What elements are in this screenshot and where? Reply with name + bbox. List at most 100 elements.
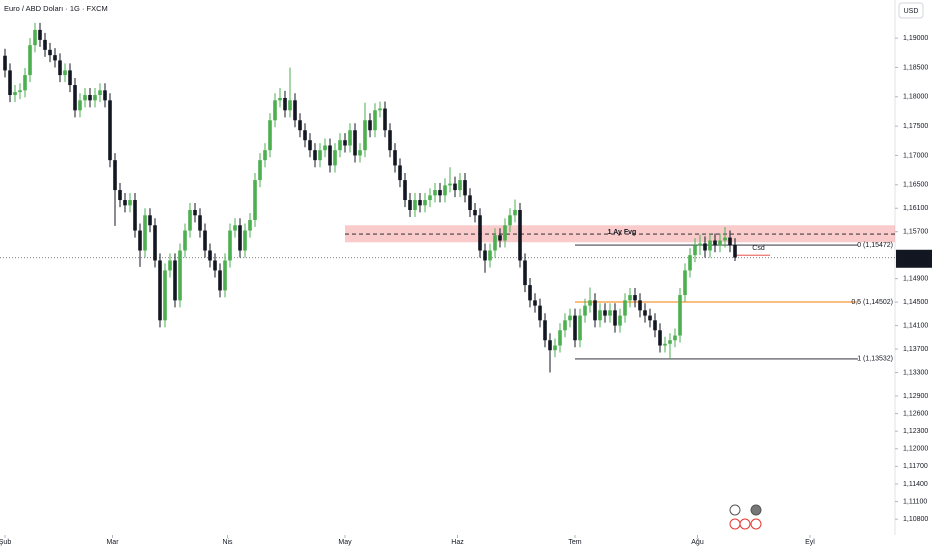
y-tick-label: 1,12900 — [903, 393, 928, 400]
candle-body — [238, 225, 242, 251]
y-tick-label: 1,14500 — [903, 299, 928, 306]
candle-body — [53, 55, 57, 61]
candle-body — [508, 215, 512, 226]
candle-body — [263, 150, 267, 161]
candle-body — [608, 310, 612, 316]
y-tick-label: 1,17000 — [903, 152, 928, 159]
fib-label: 0 (1,15472) — [857, 242, 893, 249]
candle-body — [408, 200, 412, 211]
candle-body — [598, 310, 602, 321]
x-tick-label: Şub — [0, 539, 11, 546]
y-tick-label: 1,11100 — [903, 498, 927, 505]
candle-body — [128, 200, 132, 206]
candle-body — [228, 230, 232, 261]
candle-body — [23, 75, 27, 91]
candle-body — [18, 90, 22, 93]
candle-body — [393, 150, 397, 166]
candle-body — [138, 230, 142, 251]
candle-body — [283, 97, 287, 111]
y-tick-label: 1,18000 — [903, 94, 928, 101]
x-tick-label: Mar — [106, 539, 119, 546]
candle-body — [123, 200, 127, 206]
candle-body — [733, 245, 737, 258]
candle-body — [708, 240, 712, 251]
y-tick-label: 1,16100 — [903, 205, 928, 212]
candle-body — [683, 270, 687, 296]
candle-body — [363, 120, 367, 151]
candle-body — [663, 343, 667, 346]
y-tick-label: 1,10800 — [903, 516, 928, 523]
candle-body — [513, 210, 517, 216]
candle-body — [383, 108, 387, 131]
event-icon[interactable] — [739, 518, 751, 530]
candle-body — [438, 190, 442, 196]
candle-body — [303, 130, 307, 141]
candle-body — [28, 45, 32, 76]
candle-body — [488, 250, 492, 261]
last-price-box — [896, 249, 932, 268]
countdown-label: 03:20:56 — [900, 260, 927, 267]
candle-body — [193, 210, 197, 216]
last-price-label: 1,15256 — [901, 252, 926, 259]
candle-body — [328, 145, 332, 166]
y-tick-label: 1,17500 — [903, 123, 928, 130]
candle-body — [203, 230, 207, 251]
candle-body — [568, 315, 572, 321]
y-tick-label: 1,19000 — [903, 35, 928, 42]
candle-body — [343, 140, 347, 146]
candle-body — [623, 300, 627, 316]
candle-body — [98, 90, 102, 96]
event-icon[interactable] — [750, 504, 762, 516]
candle-body — [693, 245, 697, 256]
candle-body — [453, 183, 457, 191]
candle-body — [398, 165, 402, 181]
event-icon[interactable] — [729, 518, 741, 530]
candle-body — [578, 315, 582, 341]
candle-body — [248, 219, 252, 231]
candle-body — [378, 108, 382, 111]
candle-body — [113, 160, 117, 191]
candle-body — [493, 235, 497, 251]
currency-label[interactable]: USD — [904, 8, 919, 15]
candle-body — [33, 29, 37, 46]
candle-body — [173, 260, 177, 301]
fib-label: 0,5 (1,14502) — [851, 299, 893, 306]
candle-body — [208, 250, 212, 261]
candle-body — [268, 120, 272, 151]
candle-body — [243, 230, 247, 251]
currency-button[interactable] — [898, 2, 924, 19]
x-tick-label: Ağu — [691, 539, 704, 546]
candle-body — [433, 190, 437, 196]
candle-body — [723, 237, 727, 241]
candle-body — [533, 300, 537, 306]
candle-body — [213, 260, 217, 271]
candle-body — [698, 243, 702, 246]
fib-label: 1 (1,13532) — [857, 356, 893, 363]
candle-body — [583, 305, 587, 316]
candle-body — [688, 255, 692, 271]
candle-body — [88, 95, 92, 101]
y-tick-label: 1,12000 — [903, 446, 928, 453]
candle-body — [223, 260, 227, 291]
x-tick-label: Haz — [451, 539, 464, 546]
y-tick-label: 1,12600 — [903, 410, 928, 417]
candle-body — [68, 70, 72, 86]
event-icon[interactable] — [750, 518, 762, 530]
candle-body — [573, 315, 577, 341]
candle-body — [448, 183, 452, 186]
y-tick-label: 1,16500 — [903, 182, 928, 189]
candle-body — [73, 85, 77, 111]
candle-body — [183, 230, 187, 251]
event-icon[interactable] — [729, 504, 741, 516]
candle-body — [148, 215, 152, 226]
candle-body — [628, 295, 632, 301]
candle-body — [298, 120, 302, 131]
candle-body — [108, 100, 112, 161]
candle-body — [103, 90, 107, 101]
candle-body — [333, 150, 337, 166]
x-tick-label: May — [338, 539, 352, 546]
candle-body — [558, 330, 562, 346]
fvg-label: 1 Ay Fvg — [608, 229, 637, 236]
candle-body — [278, 97, 282, 101]
